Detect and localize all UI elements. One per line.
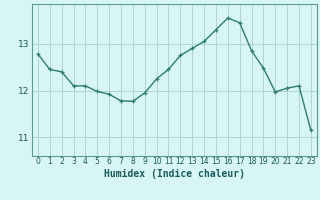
X-axis label: Humidex (Indice chaleur): Humidex (Indice chaleur) <box>104 169 245 179</box>
